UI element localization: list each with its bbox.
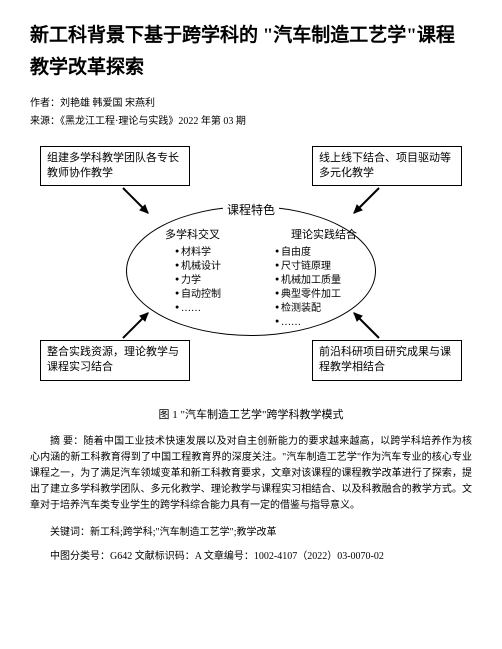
list-item: 自由度 — [275, 246, 341, 260]
classification: 中图分类号：G642 文献标识码：A 文章编号：1002-4107（2022）0… — [30, 548, 472, 566]
box-top-left: 组建多学科教学团队各专长教师协作教学 — [40, 146, 190, 187]
diagram: 组建多学科教学团队各专长教师协作教学 线上线下结合、项目驱动等多元化教学 整合实… — [30, 141, 472, 401]
figure-caption: 图 1 "汽车制造工艺学"跨学科教学模式 — [30, 406, 472, 422]
keywords: 关键词：新工科;跨学科;"汽车制造工艺学";教学改革 — [30, 524, 472, 542]
box-top-right: 线上线下结合、项目驱动等多元化教学 — [312, 146, 462, 187]
source-line: 来源：《黑龙江工程·理论与实践》2022 年第 03 期 — [30, 113, 472, 131]
arrow-br — [344, 303, 384, 343]
list-item: 材料学 — [175, 246, 221, 260]
bullets-right: 自由度 尺寸链原理 机械加工质量 典型零件加工 检测装配 …… — [275, 246, 341, 330]
sub-label-right: 理论实践结合 — [291, 226, 357, 242]
list-item: 力学 — [175, 274, 221, 288]
list-item: …… — [275, 316, 341, 330]
arrow-tl — [118, 183, 158, 223]
arrow-tr — [344, 183, 384, 223]
arrow-bl — [118, 303, 158, 343]
list-item: 检测装配 — [275, 302, 341, 316]
center-label: 课程特色 — [223, 201, 279, 218]
list-item: …… — [175, 302, 221, 316]
sub-label-left: 多学科交叉 — [165, 226, 220, 242]
list-item: 自动控制 — [175, 288, 221, 302]
bullets-left: 材料学 机械设计 力学 自动控制 …… — [175, 246, 221, 316]
author-line: 作者：刘艳雄 韩爱国 宋燕利 — [30, 95, 472, 113]
list-item: 典型零件加工 — [275, 288, 341, 302]
page-title: 新工科背景下基于跨学科的 "汽车制造工艺学"课程教学改革探索 — [30, 20, 472, 85]
box-bottom-left: 整合实践资源，理论教学与课程实习结合 — [40, 340, 190, 381]
list-item: 尺寸链原理 — [275, 260, 341, 274]
list-item: 机械加工质量 — [275, 274, 341, 288]
list-item: 机械设计 — [175, 260, 221, 274]
box-bottom-right: 前沿科研项目研究成果与课程教学相结合 — [312, 340, 462, 381]
abstract: 摘 要：随着中国工业技术快速发展以及对自主创新能力的要求越来越高，以跨学科培养作… — [30, 434, 472, 514]
